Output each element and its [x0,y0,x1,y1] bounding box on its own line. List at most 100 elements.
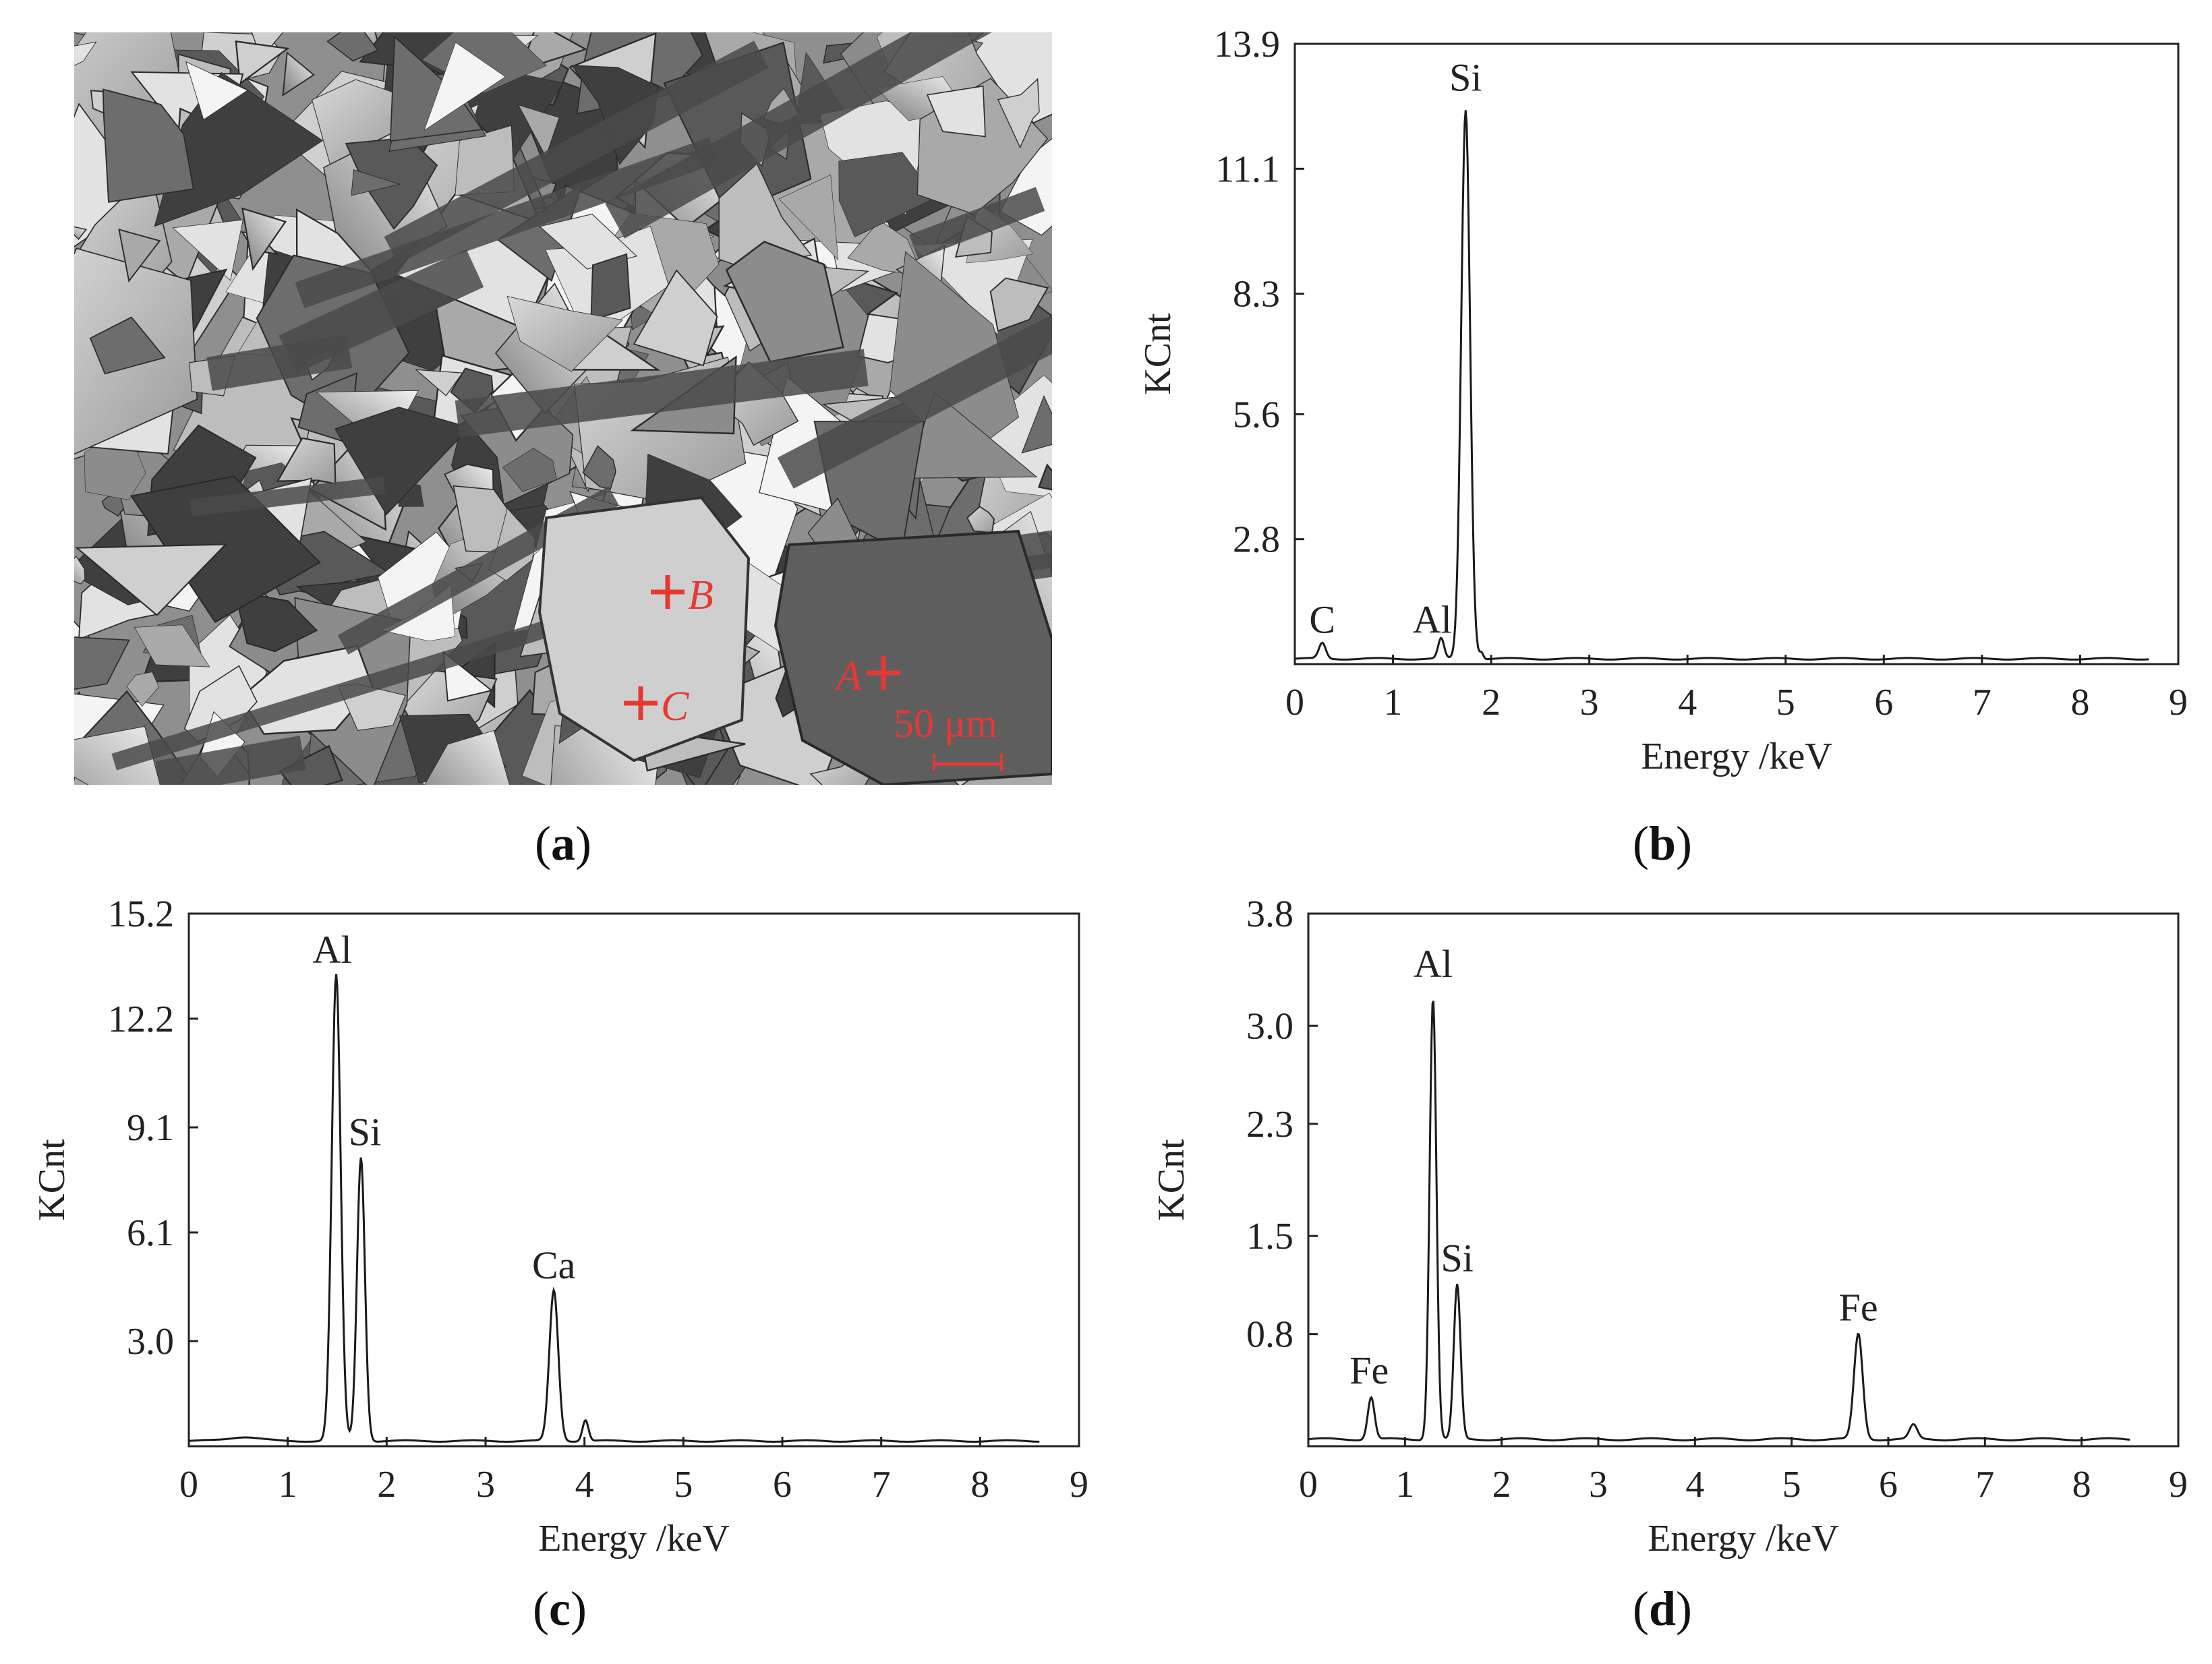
sem-grain [590,253,631,322]
sem-grain [89,316,166,375]
point-marker-label: B [688,572,714,618]
y-axis-label: KCnt [1151,1139,1192,1221]
sem-streak [111,618,556,771]
sem-grain [997,78,1040,149]
peak-label: Al [1414,942,1453,986]
y-tick-label: 8.3 [1233,274,1280,316]
sem-grain [351,169,401,196]
sem-streak [605,0,1010,239]
y-tick-label: 1.5 [1246,1216,1293,1257]
caption-d: (d) [1632,1582,1692,1636]
y-tick-label: 9.1 [127,1107,174,1149]
sem-grain [134,624,210,667]
plot-frame [187,912,1080,1448]
y-tick-label: 11.1 [1215,148,1280,190]
x-tick-label: 2 [1482,682,1501,723]
sem-streak [206,334,353,391]
x-tick-label: 9 [2169,682,2188,723]
sem-grain [506,295,623,372]
x-tick-label: 6 [773,1464,792,1506]
spectrum-line [188,974,1040,1443]
caption-c: (c) [533,1582,587,1636]
sem-grain [334,407,471,516]
sem-grain [75,543,228,616]
x-axis-label: Energy /keV [538,1518,730,1559]
sem-grain [276,437,337,485]
x-tick-label: 2 [377,1464,396,1506]
sem-streak [384,40,769,264]
spectrum-d-chart: 0 1 2 3 4 5 6 7 8 9 0.8 1.5 2.3 3.0 3.8 Energy /keV KCnt… [1151,893,2188,1559]
y-tick-label: 12.2 [108,999,174,1040]
sem-streak [455,349,869,438]
sem-streak [155,736,306,796]
x-axis-label: Energy /keV [1648,1518,1839,1559]
sem-grain [185,61,249,121]
x-tick-label: 3 [1589,1464,1608,1506]
spectrum-line [1294,110,2149,661]
x-tick-label: 4 [575,1464,594,1506]
spectrum-c: 0 1 2 3 4 5 6 7 8 9 3.0 6.1 9.1 12.2 15.2 Energy /keV KC… [13,883,1119,1578]
peak-label: Al [1413,598,1452,642]
y-tick-label: 15.2 [108,893,174,935]
y-tick-label: 6.1 [127,1212,174,1254]
sem-grain [989,277,1049,332]
x-tick-label: 7 [1973,682,1991,723]
x-tick-label: 8 [2072,1464,2091,1506]
x-tick-label: 0 [1299,1464,1318,1506]
peak-label: Ca [532,1243,575,1287]
x-tick-label: 1 [279,1464,297,1506]
x-tick-label: 1 [1384,682,1403,723]
y-tick-label: 3.8 [1246,893,1293,935]
sem-streak [295,137,718,309]
plot-frame [1307,912,2180,1448]
peak-label: Si [349,1110,381,1154]
x-tick-label: 9 [2169,1464,2188,1506]
caption-b: (b) [1632,816,1692,870]
x-tick-label: 2 [1492,1464,1511,1506]
x-tick-label: 4 [1678,682,1697,723]
x-tick-label: 7 [872,1464,891,1506]
x-axis-label: Energy /keV [1641,736,1832,777]
sem-grain [838,152,937,237]
sem-grain [172,219,243,281]
peak-label: Si [1441,1237,1474,1280]
sem-grain [926,85,986,138]
y-tick-label: 2.8 [1233,519,1280,561]
plot-frame [1293,42,2180,665]
y-tick-label: 5.6 [1233,394,1280,436]
sem-grain [424,42,506,131]
peak-label: Fe [1349,1348,1389,1392]
sem-grain [502,448,557,492]
y-tick-label: 2.3 [1246,1104,1293,1146]
sem-grain [633,269,718,367]
y-axis-label: KCnt [1137,313,1179,395]
x-tick-label: 0 [1285,682,1304,723]
point-marker-label: C [661,684,689,730]
x-tick-label: 6 [1874,682,1893,723]
scale-bar-label: 50 μm [894,701,997,746]
sem-micrograph: B C A 50 μm [0,0,1354,940]
peak-label: Fe [1839,1285,1878,1329]
sem-grain [235,40,290,86]
x-tick-label: 7 [1975,1464,1994,1506]
spectrum-c-chart: 0 1 2 3 4 5 6 7 8 9 3.0 6.1 9.1 12.2 15.2 Energy /keV KC… [31,893,1088,1559]
sem-grain [725,241,844,363]
sem-grain [118,229,161,283]
sem-grain [282,51,315,97]
y-tick-label: 3.0 [1246,1005,1293,1047]
peak-label: Al [313,928,352,972]
sem-grain [415,369,463,396]
x-tick-label: 9 [1070,1464,1088,1506]
sem-grain [241,207,287,271]
y-tick-label: 13.9 [1214,24,1280,65]
x-tick-label: 6 [1879,1464,1898,1506]
y-tick-label: 0.8 [1246,1314,1293,1356]
sem-panel: B C A 50 μm [0,0,1354,940]
spectrum-d: 0 1 2 3 4 5 6 7 8 9 0.8 1.5 2.3 3.0 3.8 Energy /keV KCnt… [1126,883,2212,1578]
sem-grain [126,672,160,707]
sem-streak [777,312,1072,489]
peak-label: Si [1449,55,1482,99]
spectrum-b: 0 1 2 3 4 5 6 7 8 9 2.8 5.6 8.3 11.1 13.9 Energy /keV KC… [1106,13,2212,809]
x-tick-label: 5 [674,1464,693,1506]
y-axis-label: KCnt [31,1139,73,1221]
